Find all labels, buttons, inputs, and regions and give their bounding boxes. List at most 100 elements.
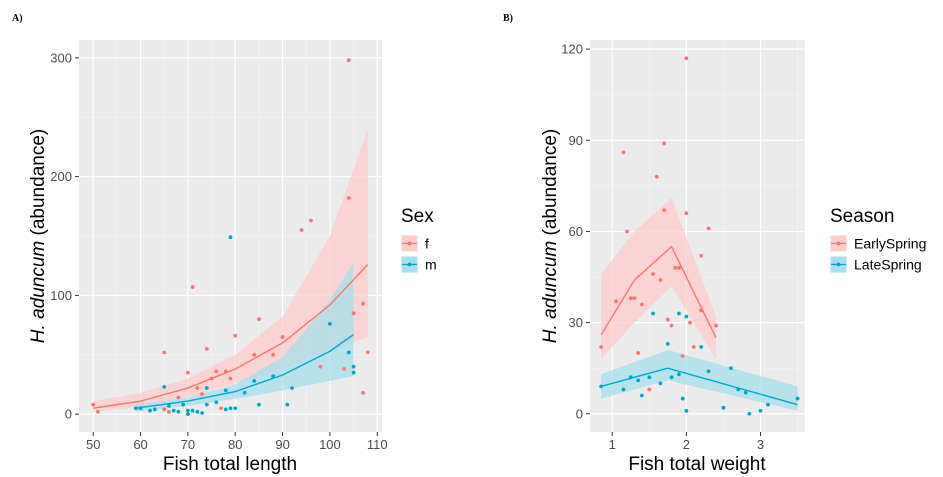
- panel-a-point-f: [351, 311, 356, 316]
- panel-a-point-f: [346, 196, 351, 200]
- panel-a-point-m: [328, 322, 332, 326]
- panel-a-point-m: [133, 406, 138, 411]
- panel-a-point-m: [138, 406, 143, 411]
- panel-a-point-f: [309, 218, 313, 223]
- panel-a-point-f: [299, 228, 304, 232]
- panel-b-point-earlyspring: [699, 308, 704, 313]
- panel-b-point-earlyspring: [639, 302, 644, 307]
- panel-b-legend-label-earlyspring: EarlySpring: [854, 236, 926, 252]
- panel-a-point-m: [185, 412, 190, 417]
- panel-b-band-earlyspring: [601, 198, 717, 360]
- panel-b-x-tick-label: 3: [757, 437, 764, 452]
- panel-a-point-f: [209, 376, 214, 381]
- panel-b-point-earlyspring: [625, 229, 629, 234]
- panel-a-x-tick-label: 60: [133, 437, 147, 452]
- panel-a-x-tick-label: 90: [275, 437, 289, 452]
- panel-b-band-latespring: [601, 349, 798, 411]
- panel-b-point-earlyspring: [599, 345, 604, 349]
- panel-a-point-f: [167, 409, 171, 414]
- panel-b-legend-label-latespring: LateSpring: [854, 257, 922, 273]
- panel-a-point-m: [228, 406, 233, 411]
- panel-b-y-tick-label: 120: [561, 42, 583, 57]
- panel-a-x-tick-label: 100: [319, 437, 341, 452]
- panel-a-point-m: [233, 406, 238, 411]
- panel-a-point-m: [148, 408, 152, 413]
- panel-a-point-m: [171, 408, 176, 413]
- panel-a-point-m: [257, 402, 261, 407]
- panel-a-legend-label-f: f: [425, 236, 429, 252]
- panel-label-b: B): [503, 13, 513, 24]
- panel-a-point-f: [200, 392, 204, 396]
- panel-a-point-f: [228, 376, 233, 381]
- panel-a-point-m: [152, 407, 157, 412]
- panel-b-plot: [590, 40, 805, 432]
- panel-b-point-latespring: [743, 390, 748, 395]
- panel-b-y-tick-label: 60: [569, 224, 583, 239]
- panel-a-point-m: [195, 409, 200, 414]
- panel-b-legend-title: Season: [830, 206, 894, 227]
- panel-b-legend: Season EarlySpring LateSpring: [829, 206, 926, 274]
- panel-a-legend-key-point-f: [407, 241, 412, 246]
- panel-b-y-axis-title: H. aduncum (abundance): [540, 129, 561, 343]
- panel-b-y-tick-label: 30: [569, 315, 583, 330]
- panel-b-point-earlyspring: [688, 320, 692, 325]
- panel-a-point-m: [242, 390, 247, 395]
- panel-b-point-latespring: [636, 378, 641, 383]
- panel-b-point-earlyspring: [684, 56, 689, 61]
- panel-a-legend-label-m: m: [425, 257, 437, 273]
- panel-a-fit-line-m: [135, 334, 354, 409]
- panel-a-point-m: [271, 374, 276, 379]
- panel-b-point-latespring: [677, 372, 681, 377]
- panel-b-x-axis-title: Fish total weight: [628, 454, 766, 475]
- panel-b-point-latespring: [599, 384, 604, 389]
- panel-a-y-tick-label: 200: [50, 169, 72, 184]
- panel-a-point-m: [162, 384, 167, 389]
- panel-a-point-f: [318, 364, 323, 369]
- panel-a-point-m: [252, 379, 257, 383]
- panel-b-point-earlyspring: [680, 354, 685, 358]
- panel-b-point-earlyspring: [632, 296, 637, 301]
- panel-b-point-latespring: [680, 396, 685, 401]
- panel-a-point-m: [167, 403, 171, 408]
- panel-a-point-f: [176, 395, 181, 400]
- panel-a-point-f: [96, 409, 100, 414]
- panel-a-point-m: [204, 402, 209, 407]
- panel-b-point-latespring: [628, 375, 633, 380]
- panel-a-point-m: [223, 388, 228, 393]
- panel-a-point-f: [365, 350, 370, 355]
- panel-b-point-latespring: [706, 369, 711, 374]
- panel-a-point-m: [223, 407, 228, 412]
- panel-b-point-latespring: [621, 387, 626, 392]
- panel-a-point-f: [162, 407, 167, 412]
- panel-a-point-f: [219, 406, 223, 411]
- panel-a-point-m: [185, 408, 190, 413]
- panel-a-x-axis-title: Fish total length: [163, 454, 297, 475]
- panel-a-point-m: [181, 402, 186, 407]
- panel-b-point-latespring: [684, 408, 689, 413]
- panel-a-point-f: [233, 333, 238, 338]
- panel-b-legend-key-point-earlyspring: [836, 241, 841, 246]
- panel-b-point-earlyspring: [669, 323, 674, 328]
- panel-b-point-latespring: [747, 411, 752, 416]
- panel-b-point-latespring: [699, 345, 704, 349]
- panel-b-point-latespring: [677, 311, 681, 316]
- panel-b-point-latespring: [651, 311, 655, 316]
- panel-a-point-m: [351, 370, 356, 375]
- panel-b-point-earlyspring: [699, 253, 704, 258]
- panel-a-fit-line-f: [93, 264, 369, 409]
- panel-a-x-tick-label: 80: [228, 437, 242, 452]
- panel-b-point-earlyspring: [684, 211, 689, 216]
- panel-b-fit-line-latespring: [600, 367, 798, 406]
- panel-b-point-earlyspring: [662, 141, 667, 146]
- panel-a-point-f: [91, 402, 96, 407]
- panel-a-point-m: [228, 235, 233, 240]
- panel-a-point-m: [176, 409, 181, 414]
- panel-a-legend-key-point-m: [407, 262, 412, 267]
- panel-b-x-tick-label: 2: [683, 437, 690, 452]
- panel-a-point-f: [361, 301, 365, 306]
- panel-b-point-earlyspring: [691, 345, 696, 349]
- panel-a-point-f: [342, 367, 347, 371]
- panel-b-point-latespring: [766, 402, 770, 407]
- panel-b-point-earlyspring: [654, 174, 659, 179]
- panel-a-point-f: [346, 58, 351, 63]
